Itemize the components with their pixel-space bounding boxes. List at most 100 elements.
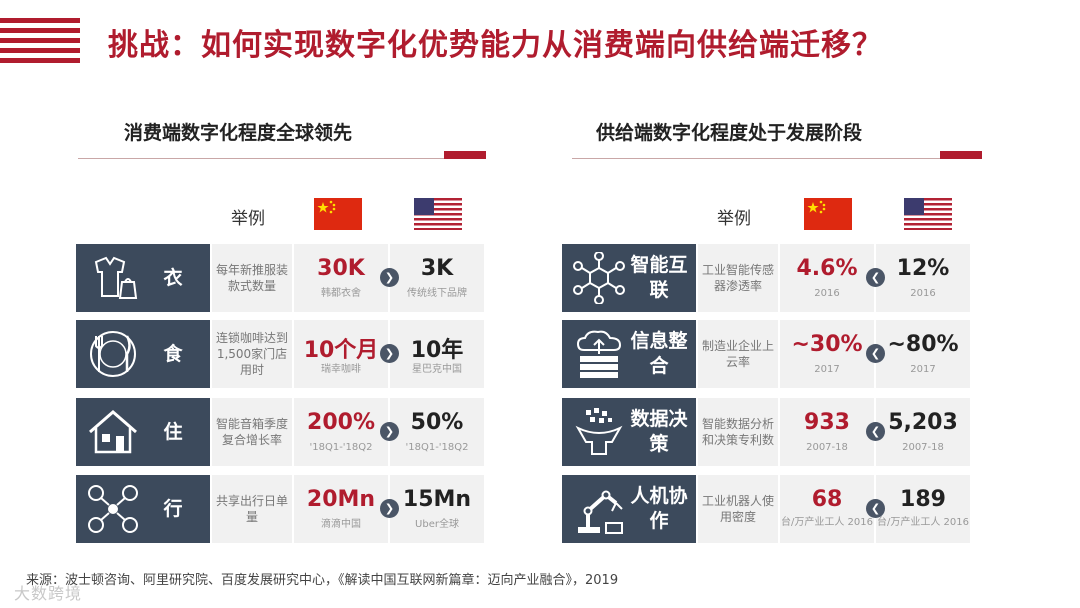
chevron-right-icon: ❯ (380, 268, 399, 287)
metric-description: 工业智能传感器渗透率 (698, 244, 778, 312)
left-panel-heading: 消费端数字化程度全球领先 (124, 122, 353, 144)
usa-value: 15Mn (402, 487, 472, 512)
usa-value: ~80% (887, 332, 959, 357)
category-label: 智能互联 (630, 254, 688, 301)
category-label: 人机协作 (630, 485, 688, 532)
dining-icon (90, 331, 136, 377)
usa-flag-icon (414, 198, 462, 230)
metric-description: 共享出行日单量 (212, 475, 292, 543)
category-label: 衣 (163, 266, 183, 289)
china-source: 滴滴中国 (321, 519, 361, 530)
china-value: 68 (811, 487, 843, 512)
left-row-housing: 住 智能音箱季度复合增长率 200% '18Q1-'18Q2 ❯ 50% '18… (76, 398, 486, 466)
usa-flag-icon (904, 198, 952, 230)
china-value: ~30% (791, 332, 863, 357)
usa-value: 189 (900, 487, 946, 512)
usa-value-cell: ~80% 2017 (876, 320, 970, 388)
cloud-server-icon (576, 330, 622, 378)
usa-value-cell: 12% 2016 (876, 244, 970, 312)
page-title: 挑战：如何实现数字化优势能力从消费端向供给端迁移？ (108, 28, 883, 63)
china-value: 933 (804, 410, 850, 435)
chevron-left-icon: ❮ (866, 422, 885, 441)
metric-description: 连锁咖啡达到1,500家门店用时 (212, 320, 292, 388)
category-label: 信息整合 (630, 330, 688, 377)
china-source: 韩都衣舍 (321, 288, 361, 299)
network-icon (573, 252, 625, 304)
china-value-cell: 4.6% 2016 (780, 244, 874, 312)
metric-description: 智能数据分析和决策专利数 (698, 398, 778, 466)
left-panel-divider (78, 158, 486, 159)
left-example-label: 举例 (231, 209, 265, 229)
metric-description: 制造业企业上云率 (698, 320, 778, 388)
metric-description: 智能音箱季度复合增长率 (212, 398, 292, 466)
china-value-cell: 10个月 瑞幸咖啡 (294, 320, 388, 388)
usa-source: 传统线下品牌 (407, 288, 467, 299)
category-label: 行 (163, 497, 183, 520)
china-value-cell: ~30% 2017 (780, 320, 874, 388)
left-row-transport: 行 共享出行日单量 20Mn 滴滴中国 ❯ 15Mn Uber全球 (76, 475, 486, 543)
china-source: 瑞幸咖啡 (321, 364, 361, 375)
left-panel-accent-bar (444, 151, 486, 159)
usa-value-cell: 3K 传统线下品牌 (390, 244, 484, 312)
usa-source: 星巴克中国 (412, 364, 462, 375)
usa-value: 5,203 (888, 410, 958, 435)
chevron-right-icon: ❯ (380, 422, 399, 441)
right-row-data-decision: 数据决策 智能数据分析和决策专利数 933 2007-18 ❮ 5,203 20… (562, 398, 972, 466)
usa-value-cell: 15Mn Uber全球 (390, 475, 484, 543)
china-flag-icon (804, 198, 852, 230)
header-stripes (0, 18, 80, 64)
source-note: 来源：波士顿咨询、阿里研究院、百度发展研究中心，《解读中国互联网新篇章：迈向产业… (26, 573, 619, 588)
usa-source: 2017 (910, 364, 936, 375)
watermark: 大数跨境 (14, 584, 83, 603)
usa-value-cell: 189 台/万产业工人 2016 (876, 475, 970, 543)
transport-icon (88, 485, 138, 533)
china-source: 2017 (814, 364, 840, 375)
data-funnel-icon (575, 408, 623, 455)
chevron-right-icon: ❯ (380, 499, 399, 518)
usa-source: Uber全球 (415, 519, 459, 530)
robot-arm-icon (578, 490, 623, 534)
china-source: 台/万产业工人 2016 (781, 517, 873, 528)
china-source: 2016 (814, 288, 840, 299)
right-panel-divider (572, 158, 980, 159)
china-value-cell: 30K 韩都衣舍 (294, 244, 388, 312)
left-row-food: 食 连锁咖啡达到1,500家门店用时 10个月 瑞幸咖啡 ❯ 10年 星巴克中国 (76, 320, 486, 388)
category-label: 数据决策 (630, 408, 688, 455)
right-panel-accent-bar (940, 151, 982, 159)
usa-source: 2007-18 (902, 442, 944, 453)
usa-source: '18Q1-'18Q2 (405, 442, 469, 453)
usa-value: 3K (420, 256, 454, 281)
china-value-cell: 68 台/万产业工人 2016 (780, 475, 874, 543)
usa-source: 2016 (910, 288, 936, 299)
right-row-info-integration: 信息整合 制造业企业上云率 ~30% 2017 ❮ ~80% 2017 (562, 320, 972, 388)
chevron-left-icon: ❮ (866, 344, 885, 363)
china-value: 20Mn (306, 487, 376, 512)
category-label: 住 (163, 420, 183, 443)
china-value-cell: 200% '18Q1-'18Q2 (294, 398, 388, 466)
china-value: 10个月 (303, 338, 379, 363)
right-row-human-machine: 人机协作 工业机器人使用密度 68 台/万产业工人 2016 ❮ 189 台/万… (562, 475, 972, 543)
china-value: 200% (307, 410, 375, 435)
right-row-smart-connect: 智能互联 工业智能传感器渗透率 4.6% 2016 ❮ 12% 2016 (562, 244, 972, 312)
usa-value: 10年 (410, 338, 464, 363)
category-label: 食 (163, 342, 183, 365)
right-example-label: 举例 (717, 209, 751, 229)
metric-description: 每年新推服装款式数量 (212, 244, 292, 312)
usa-value: 12% (896, 256, 950, 281)
china-value: 4.6% (796, 256, 858, 281)
metric-description: 工业机器人使用密度 (698, 475, 778, 543)
usa-value-cell: 5,203 2007-18 (876, 398, 970, 466)
chevron-right-icon: ❯ (380, 344, 399, 363)
china-source: '18Q1-'18Q2 (309, 442, 373, 453)
usa-value-cell: 10年 星巴克中国 (390, 320, 484, 388)
china-source: 2007-18 (806, 442, 848, 453)
clothing-icon (94, 256, 138, 299)
house-icon (89, 410, 137, 454)
china-flag-icon (314, 198, 362, 230)
chevron-left-icon: ❮ (866, 268, 885, 287)
usa-source: 台/万产业工人 2016 (877, 517, 969, 528)
usa-value: 50% (410, 410, 464, 435)
left-row-clothing: 衣 每年新推服装款式数量 30K 韩都衣舍 ❯ 3K 传统线下品牌 (76, 244, 486, 312)
china-value-cell: 20Mn 滴滴中国 (294, 475, 388, 543)
china-value: 30K (317, 256, 365, 281)
